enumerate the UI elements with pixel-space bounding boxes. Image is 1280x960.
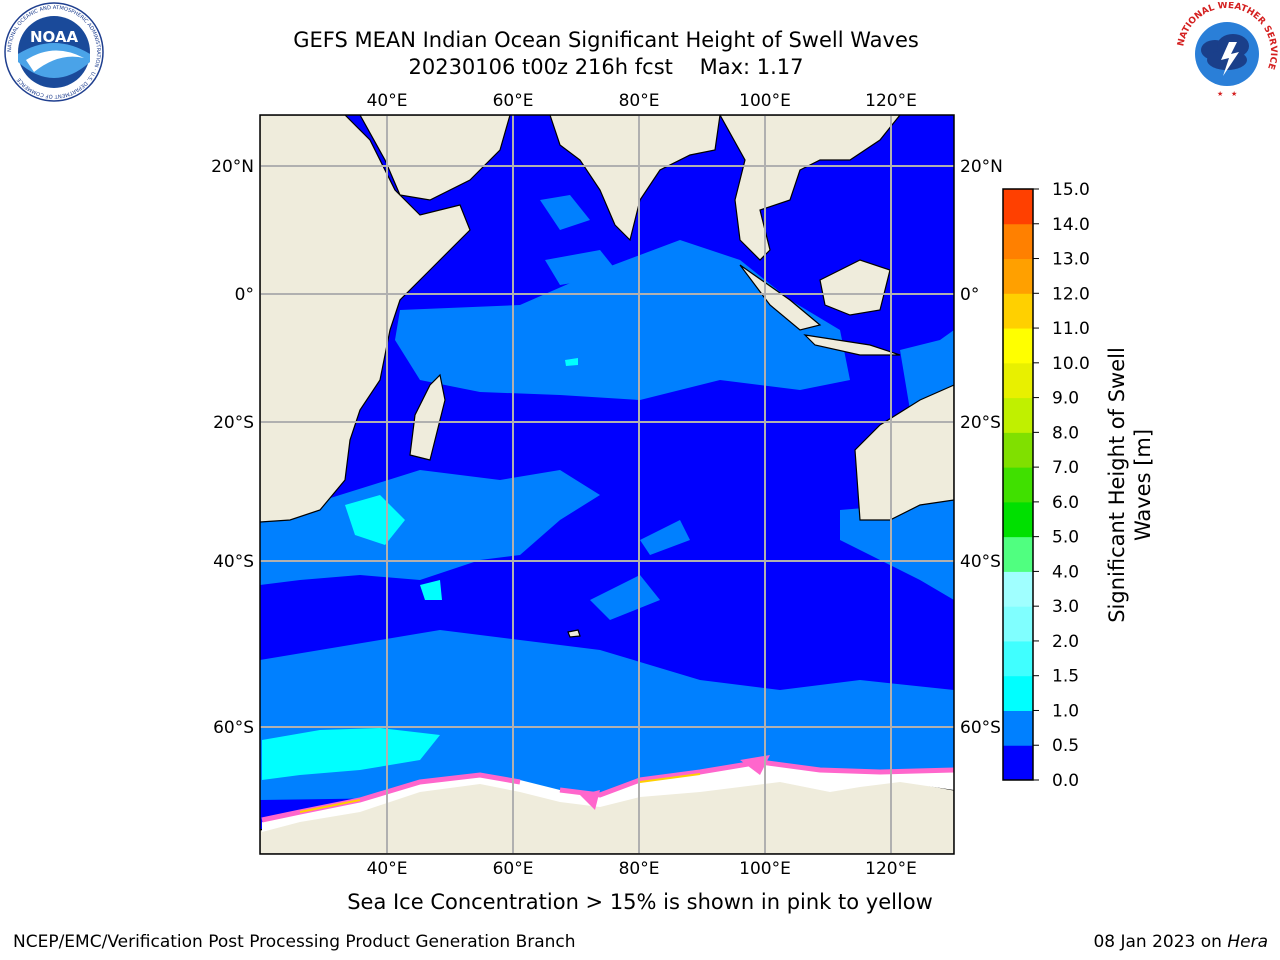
colorbar-tick-label: 13.0 <box>1052 250 1090 270</box>
footer-date: 08 Jan 2023 on <box>1093 932 1228 952</box>
lon-label-top: 80°E <box>619 91 660 111</box>
footer-host: Hera <box>1227 932 1268 952</box>
lon-label-top: 100°E <box>739 91 791 111</box>
map-subtitle: 20230106 t00z 216h fcst Max: 1.17 <box>408 55 804 79</box>
lat-label-right: 20°N <box>960 157 1003 177</box>
sea-ice-fringe <box>261 755 954 832</box>
colorbar-segment <box>1003 745 1033 781</box>
lon-label-top: 60°E <box>493 91 534 111</box>
footer-left: NCEP/EMC/Verification Post Processing Pr… <box>13 932 576 952</box>
colorbar-segment <box>1003 571 1033 607</box>
noaa-logo: NATIONAL OCEANIC AND ATMOSPHERIC ADMINIS… <box>4 2 104 102</box>
graticule <box>260 115 954 854</box>
colorbar-segment <box>1003 328 1033 364</box>
map-frame <box>259 114 955 855</box>
colorbar-tick-label: 2.0 <box>1052 632 1079 652</box>
lon-label-bottom: 40°E <box>367 859 408 879</box>
colorbar-tick-label: 6.0 <box>1052 493 1079 513</box>
lon-label-top: 120°E <box>865 91 917 111</box>
lat-label-right: 40°S <box>960 552 1001 572</box>
lat-label-right: 0° <box>960 285 979 305</box>
lon-label-bottom: 120°E <box>865 859 917 879</box>
lat-label-left: 20°S <box>213 413 254 433</box>
colorbar-tick-label: 11.0 <box>1052 319 1090 339</box>
colorbar-tick-label: 15.0 <box>1052 180 1090 200</box>
colorbar-tick-label: 8.0 <box>1052 423 1079 443</box>
colorbar-frame <box>1002 188 1034 781</box>
lat-label-left: 20°N <box>211 157 254 177</box>
colorbar-tick-label: 7.0 <box>1052 458 1079 478</box>
colorbar-tick-label: 12.0 <box>1052 284 1090 304</box>
colorbar-segment <box>1003 640 1033 677</box>
swell-band-1-0-1-5 <box>262 358 578 780</box>
colorbar-segment <box>1003 258 1033 294</box>
colorbar-tick-label: 0.5 <box>1052 736 1079 756</box>
colorbar-segment <box>1003 675 1033 711</box>
footer-right: 08 Jan 2023 on Hera <box>1093 932 1268 952</box>
sea-ice-caption: Sea Ice Concentration > 15% is shown in … <box>347 890 933 914</box>
colorbar-tick-label: 3.0 <box>1052 597 1079 617</box>
colorbar-tick-label: 10.0 <box>1052 354 1090 374</box>
colorbar-segment <box>1003 223 1033 260</box>
colorbar-label-line2: Waves [m] <box>1131 429 1155 541</box>
colorbar-segment <box>1003 606 1033 642</box>
colorbar: 0.0 0.5 1.0 1.5 2.0 3.0 4.0 5.0 6.0 7.0 8.0 9.0 10.0… <box>1002 180 1090 791</box>
lon-label-bottom: 60°E <box>493 859 534 879</box>
colorbar-tick-label: 9.0 <box>1052 389 1079 409</box>
colorbar-tick-label: 0.0 <box>1052 771 1079 791</box>
swell-band-0-5-1-0 <box>260 195 954 800</box>
colorbar-tick-label: 1.5 <box>1052 667 1079 687</box>
lon-label-bottom: 100°E <box>739 859 791 879</box>
lon-label-top: 40°E <box>367 91 408 111</box>
colorbar-tick-label: 4.0 <box>1052 562 1079 582</box>
colorbar-tick-label: 5.0 <box>1052 528 1079 548</box>
svg-text:★: ★ <box>1231 90 1237 98</box>
lat-label-right: 20°S <box>960 413 1001 433</box>
colorbar-segment <box>1003 536 1033 572</box>
colorbar-tick-label: 14.0 <box>1052 215 1090 235</box>
colorbar-segment <box>1003 293 1033 329</box>
colorbar-segment <box>1003 467 1033 503</box>
svg-text:★: ★ <box>1217 90 1223 98</box>
colorbar-segment <box>1003 710 1033 746</box>
map-title: GEFS MEAN Indian Ocean Significant Heigh… <box>293 28 919 52</box>
lat-label-right: 60°S <box>960 718 1001 738</box>
lat-label-left: 60°S <box>213 718 254 738</box>
colorbar-segment <box>1003 362 1033 399</box>
colorbar-segment <box>1003 432 1033 468</box>
colorbar-tick-label: 1.0 <box>1052 701 1079 721</box>
land-masses <box>260 115 954 854</box>
colorbar-label-line1: Significant Height of Swell <box>1105 347 1129 623</box>
lat-label-left: 40°S <box>213 552 254 572</box>
lat-label-left: 0° <box>235 285 254 305</box>
colorbar-segment <box>1003 397 1033 433</box>
svg-text:NOAA: NOAA <box>30 28 79 46</box>
lon-label-bottom: 80°E <box>619 859 660 879</box>
colorbar-segment <box>1003 189 1033 225</box>
colorbar-segment <box>1003 501 1033 538</box>
nws-logo: NATIONAL WEATHER SERVICE ★ ★ <box>1176 2 1278 101</box>
